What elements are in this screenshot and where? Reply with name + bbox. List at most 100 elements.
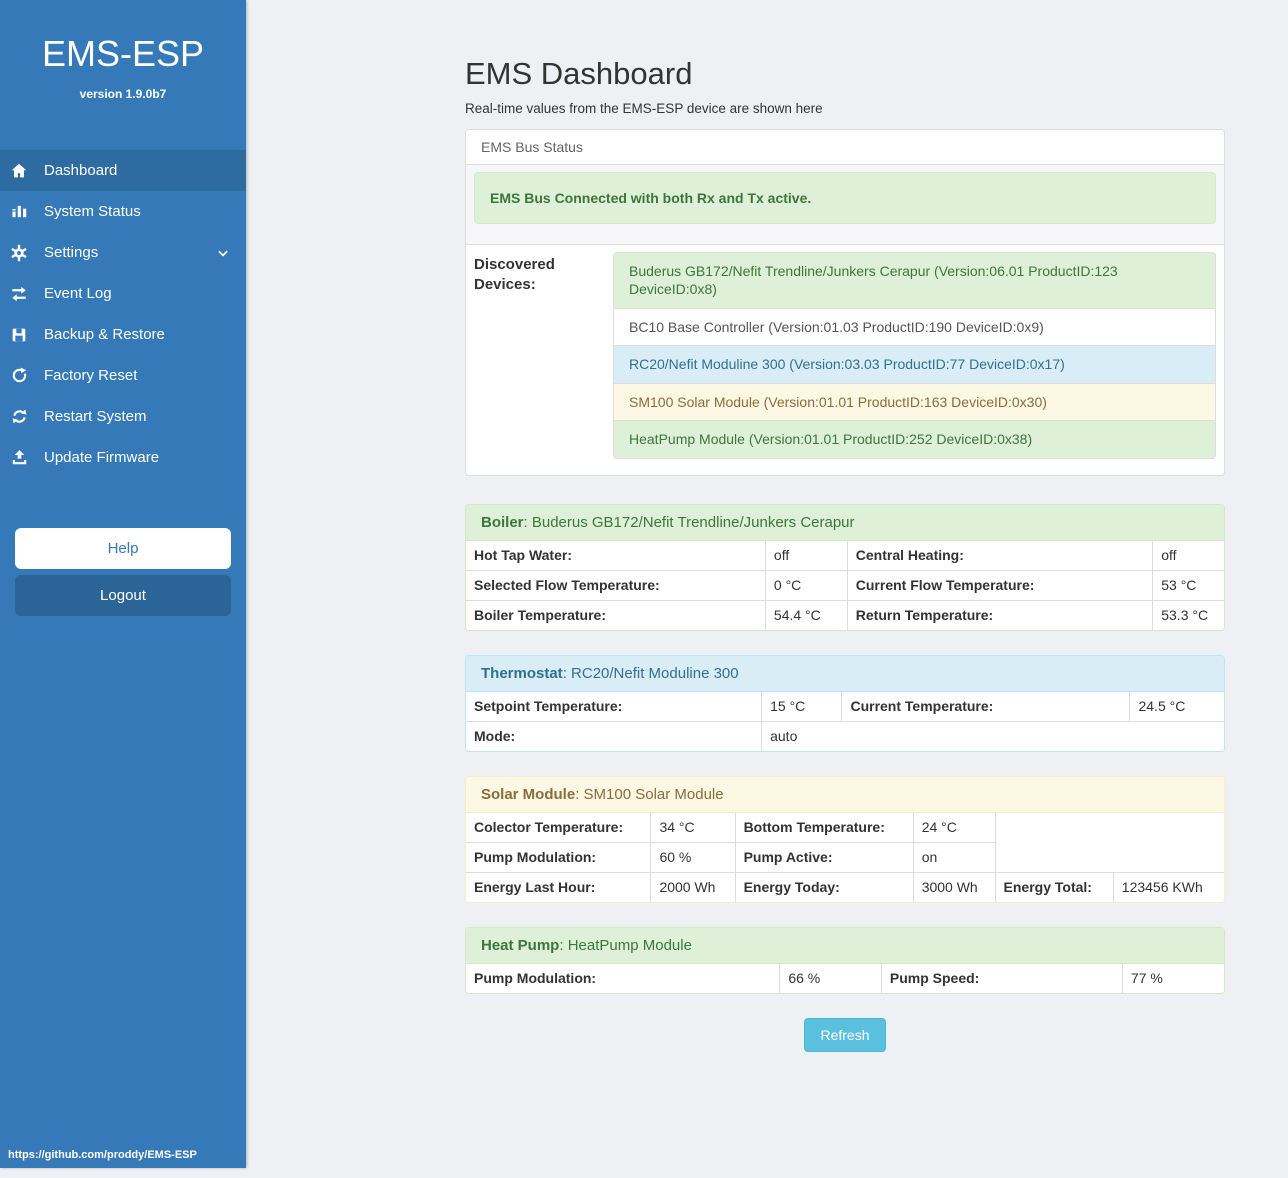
panel-title-device: : Buderus GB172/Nefit Trendline/Junkers … [523,513,855,531]
cell-value: off [765,540,848,571]
sidebar-item-label: Update Firmware [44,449,160,466]
list-item[interactable]: BC10 Base Controller (Version:01.03 Prod… [613,307,1216,347]
panel-title-device: : RC20/Nefit Moduline 300 [562,664,739,682]
table-row: Selected Flow Temperature: 0 °C Current … [466,570,1224,601]
sidebar-item-label: System Status [44,203,141,220]
help-button[interactable]: Help [15,528,231,569]
table-row: Setpoint Temperature: 15 °C Current Temp… [466,691,1224,722]
table-row: Boiler Temperature: 54.4 °C Return Tempe… [466,600,1224,630]
thermostat-table: Setpoint Temperature: 15 °C Current Temp… [466,691,1224,751]
sidebar-item-factory-reset[interactable]: Factory Reset [0,355,246,396]
cell-label: Current Temperature: [841,691,1131,722]
cell-value: 2000 Wh [650,871,736,902]
cell-value: 34 °C [650,812,736,843]
upload-icon [9,449,29,467]
cell-value: 60 % [650,842,736,873]
cell-value: 123456 KWh [1113,871,1224,902]
cell-value: 3000 Wh [913,871,996,902]
list-item[interactable]: RC20/Nefit Moduline 300 (Version:03.03 P… [613,345,1216,384]
main-content: EMS Dashboard Real-time values from the … [246,0,1288,1052]
bus-status-panel: EMS Bus Status EMS Bus Connected with bo… [465,129,1225,476]
sidebar-item-update-firmware[interactable]: Update Firmware [0,437,246,478]
logout-button[interactable]: Logout [15,575,231,616]
cell-label: Energy Today: [735,871,914,902]
cell-empty [995,813,1224,843]
cell-label: Return Temperature: [847,600,1154,630]
table-row: Energy Last Hour: 2000 Wh Energy Today: … [466,871,1224,902]
cell-value: 66 % [779,963,882,993]
sidebar-item-system-status[interactable]: System Status [0,191,246,232]
sidebar-item-label: Event Log [44,285,112,302]
boiler-panel-title: Boiler: Buderus GB172/Nefit Trendline/Ju… [466,504,1224,541]
sidebar: EMS-ESP version 1.9.0b7 Dashboard System… [0,0,246,1168]
panel-title-device: : HeatPump Module [559,936,692,954]
gear-icon [9,244,29,262]
cell-label: Pump Modulation: [466,842,652,873]
cell-value: 24 °C [913,812,996,843]
cell-value: auto [770,728,798,745]
brand: EMS-ESP version 1.9.0b7 [0,0,246,101]
cell-value: 53 °C [1152,570,1224,601]
page-subtitle: Real-time values from the EMS-ESP device… [465,101,823,116]
heatpump-table: Pump Modulation: 66 % Pump Speed: 77 % [466,963,1224,993]
bus-status-body: EMS Bus Connected with both Rx and Tx ac… [466,165,1224,244]
discovered-devices-label: Discovered Devices: [474,256,555,294]
app-version: version 1.9.0b7 [79,87,167,101]
sidebar-item-settings[interactable]: Settings [0,232,246,273]
solar-panel-title: Solar Module: SM100 Solar Module [466,776,1224,813]
restart-icon [9,408,29,426]
solar-module-panel: Solar Module: SM100 Solar Module Colecto… [465,775,1225,903]
sidebar-buttons: Help Logout [0,528,246,616]
sidebar-item-event-log[interactable]: Event Log [0,273,246,314]
factory-reset-icon [9,367,29,385]
discovered-devices-row: Discovered Devices: Buderus GB172/Nefit … [466,244,1224,475]
table-row: Colector Temperature: 34 °C Bottom Tempe… [466,812,1224,843]
github-link[interactable]: https://github.com/proddy/EMS-ESP [8,1149,197,1161]
cell-label: Pump Speed: [881,963,1123,993]
solar-table: Colector Temperature: 34 °C Bottom Tempe… [466,812,1224,902]
table-row: Hot Tap Water: off Central Heating: off [466,540,1224,571]
cell-value: on [913,842,996,873]
sidebar-item-label: Dashboard [44,162,118,179]
cell-label: Boiler Temperature: [466,600,766,630]
chevron-down-icon [216,246,230,260]
list-item[interactable]: SM100 Solar Module (Version:01.01 Produc… [613,382,1216,422]
table-row: Pump Modulation: 60 % Pump Active: on [466,842,1224,873]
cell-label: Setpoint Temperature: [466,691,763,722]
cell-label: Colector Temperature: [466,812,652,843]
panel-title-name: Boiler [481,513,524,531]
home-icon [9,162,29,180]
sidebar-item-label: Restart System [44,408,147,425]
heat-pump-panel: Heat Pump: HeatPump Module Pump Modulati… [465,926,1225,994]
list-item[interactable]: HeatPump Module (Version:01.01 ProductID… [613,420,1216,459]
cell-label: Current Flow Temperature: [847,570,1154,601]
cell-label: Bottom Temperature: [735,812,914,843]
cell-value: 77 % [1130,970,1163,987]
device-list-container: Buderus GB172/Nefit Trendline/Junkers Ce… [613,245,1224,475]
cell-value: 54.4 °C [765,600,848,630]
cell-value: 15 °C [761,691,843,722]
device-list: Buderus GB172/Nefit Trendline/Junkers Ce… [613,252,1216,459]
heatpump-panel-title: Heat Pump: HeatPump Module [466,927,1224,964]
list-item[interactable]: Buderus GB172/Nefit Trendline/Junkers Ce… [613,252,1216,309]
app-title: EMS-ESP [41,33,205,74]
cell-label: Pump Modulation: [466,963,781,993]
cell-label: Selected Flow Temperature: [466,570,766,601]
table-row: Pump Modulation: 66 % Pump Speed: 77 % [466,963,1224,993]
system-status-icon [9,203,29,221]
cell-value: 0 °C [765,570,848,601]
sidebar-item-label: Settings [44,244,99,261]
sidebar-item-dashboard[interactable]: Dashboard [0,150,246,191]
table-row: Mode: auto [466,721,1224,751]
event-log-icon [9,285,29,303]
sidebar-item-label: Backup & Restore [44,326,165,343]
panel-title-name: Thermostat [481,664,563,682]
sidebar-item-restart-system[interactable]: Restart System [0,396,246,437]
bus-connected-alert: EMS Bus Connected with both Rx and Tx ac… [474,172,1216,224]
sidebar-item-backup-restore[interactable]: Backup & Restore [0,314,246,355]
bus-status-panel-title: EMS Bus Status [466,130,1224,165]
cell-label: Energy Total: [995,871,1114,902]
refresh-row: Refresh [465,1017,1225,1052]
thermostat-panel-title: Thermostat: RC20/Nefit Moduline 300 [466,655,1224,692]
refresh-button[interactable]: Refresh [804,1017,886,1052]
